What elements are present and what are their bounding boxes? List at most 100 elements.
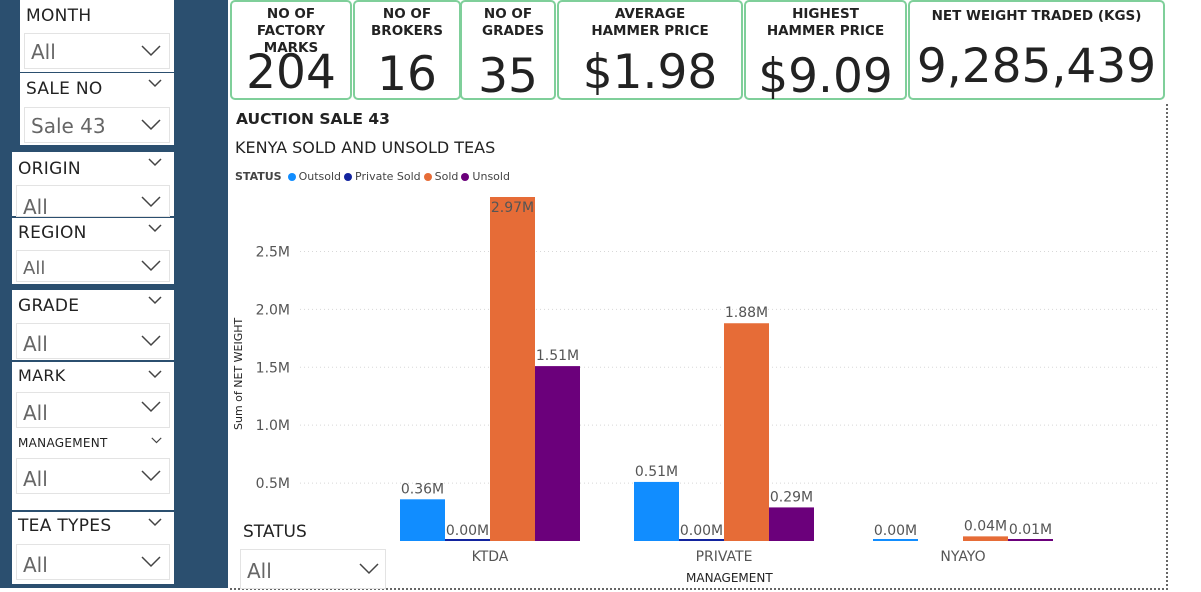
bar-outsold-private[interactable] xyxy=(634,481,679,541)
slicer-mark-title: MARK xyxy=(18,366,66,385)
bar-sold-private[interactable] xyxy=(724,323,769,541)
kpi-brokers: NO OF BROKERS 16 xyxy=(353,0,461,100)
chart-subtitle: KENYA SOLD AND UNSOLD TEAS xyxy=(235,138,496,157)
legend-label-outsold: Outsold xyxy=(298,170,342,183)
kpi-net-weight-traded-value: 9,285,439 xyxy=(916,39,1157,94)
kpi-net-weight-traded-label: NET WEIGHT TRADED (KGS) xyxy=(931,8,1142,24)
legend-dot-icon xyxy=(287,172,296,181)
kpi-factory-marks: NO OF FACTORY MARKS 204 xyxy=(230,0,352,100)
collapse-chevron-icon[interactable] xyxy=(148,518,162,528)
slicer-grade-value: All xyxy=(23,332,48,356)
x-tick-label: NYAYO xyxy=(940,549,985,565)
kpi-highest-hammer-price-value: $9.09 xyxy=(758,49,893,104)
chevron-down-icon xyxy=(141,196,161,208)
bar-sold-ktda[interactable] xyxy=(490,197,535,541)
data-label: 0.00M xyxy=(680,523,723,539)
slicer-grade: GRADE All xyxy=(12,290,174,360)
chart-panel xyxy=(230,104,1168,590)
slicer-month-title: MONTH xyxy=(26,6,92,26)
data-label: 1.88M xyxy=(725,305,768,321)
slicer-sale-no-dropdown[interactable]: Sale 43 xyxy=(24,107,170,143)
slicer-sale-no-value: Sale 43 xyxy=(31,114,106,138)
kpi-grades-value: 35 xyxy=(478,49,538,104)
collapse-chevron-icon[interactable] xyxy=(148,296,162,306)
kpi-average-hammer-price: AVERAGE HAMMER PRICE $1.98 xyxy=(557,0,743,100)
slicer-mark-dropdown[interactable]: All xyxy=(16,392,170,428)
slicer-tea-types-dropdown[interactable]: All xyxy=(16,544,170,580)
legend-item-unsold[interactable]: Unsold xyxy=(461,170,510,183)
slicer-origin-value: All xyxy=(23,195,48,217)
slicer-region-value: All xyxy=(23,258,46,279)
collapse-chevron-icon[interactable] xyxy=(148,370,162,380)
slicer-sale-no-title: SALE NO xyxy=(26,79,103,99)
legend-item-outsold[interactable]: Outsold xyxy=(287,170,342,183)
collapse-chevron-icon[interactable] xyxy=(151,437,162,445)
bar-private-sold-ktda[interactable] xyxy=(445,539,490,541)
kpi-highest-hammer-price: HIGHEST HAMMER PRICE $9.09 xyxy=(744,0,907,104)
chevron-down-icon xyxy=(359,563,379,575)
data-label: 0.00M xyxy=(446,523,489,539)
status-slicer-dropdown[interactable]: All xyxy=(240,549,386,589)
slicer-origin-title: ORIGIN xyxy=(18,159,81,179)
slicer-management-dropdown[interactable]: All xyxy=(16,458,170,494)
legend-label-sold: Sold xyxy=(434,170,459,183)
slicer-management-value: All xyxy=(23,467,48,491)
chevron-down-icon xyxy=(141,119,161,131)
chevron-down-icon xyxy=(141,45,161,57)
slicer-month-value: All xyxy=(31,40,56,64)
y-tick-label: 1.5M xyxy=(256,360,290,376)
slicer-region-dropdown[interactable]: All xyxy=(16,250,170,282)
data-label: 0.51M xyxy=(635,464,678,480)
kpi-factory-marks-value: 204 xyxy=(246,45,336,100)
y-tick-label: 0.5M xyxy=(256,476,290,492)
legend-title: STATUS xyxy=(235,170,282,183)
chevron-down-icon xyxy=(141,470,161,482)
kpi-average-hammer-price-label: AVERAGE HAMMER PRICE xyxy=(591,6,709,39)
kpi-grades-label: NO OF GRADES xyxy=(482,6,545,39)
slicer-tea-types-value: All xyxy=(23,553,48,577)
status-slicer-title: STATUS xyxy=(243,522,307,542)
slicer-origin: ORIGIN All xyxy=(12,152,174,217)
kpi-brokers-label: NO OF BROKERS xyxy=(371,6,443,39)
kpi-factory-marks-label: NO OF FACTORY MARKS xyxy=(256,6,326,56)
data-label: 2.97M xyxy=(491,200,534,216)
data-label: 1.51M xyxy=(536,348,579,364)
chevron-down-icon xyxy=(141,556,161,568)
slicer-origin-dropdown[interactable]: All xyxy=(16,185,170,217)
legend-item-sold[interactable]: Sold xyxy=(423,170,459,183)
kpi-brokers-value: 16 xyxy=(377,47,437,102)
bar-unsold-private[interactable] xyxy=(769,507,814,541)
collapse-chevron-icon[interactable] xyxy=(148,224,162,234)
legend-dot-icon xyxy=(344,172,353,181)
collapse-chevron-icon[interactable] xyxy=(148,79,162,89)
chart-title: AUCTION SALE 43 xyxy=(236,110,390,128)
legend-dot-icon xyxy=(423,172,432,181)
bar-unsold-ktda[interactable] xyxy=(535,366,580,541)
y-tick-label: 2.5M xyxy=(256,244,290,260)
slicer-month-dropdown[interactable]: All xyxy=(24,33,170,69)
bar-unsold-nyayo[interactable] xyxy=(1008,539,1053,541)
slicer-region-title: REGION xyxy=(18,223,87,243)
legend-item-private-sold[interactable]: Private Sold xyxy=(344,170,421,183)
data-label: 0.01M xyxy=(1009,522,1052,538)
chevron-down-icon xyxy=(141,401,161,413)
legend-label-unsold: Unsold xyxy=(472,170,510,183)
x-tick-label: PRIVATE xyxy=(696,549,753,565)
bar-outsold-nyayo[interactable] xyxy=(873,539,918,541)
kpi-average-hammer-price-value: $1.98 xyxy=(582,45,718,100)
legend-label-private-sold: Private Sold xyxy=(355,170,421,183)
bar-outsold-ktda[interactable] xyxy=(400,499,445,541)
collapse-chevron-icon[interactable] xyxy=(148,158,162,168)
data-label: 0.00M xyxy=(874,523,917,539)
chevron-down-icon xyxy=(141,260,161,272)
slicer-management-title: MANAGEMENT xyxy=(18,436,108,450)
slicer-grade-dropdown[interactable]: All xyxy=(16,323,170,359)
kpi-highest-hammer-price-label: HIGHEST HAMMER PRICE xyxy=(766,6,885,39)
status-slicer-value: All xyxy=(247,559,272,583)
data-label: 0.04M xyxy=(964,518,1007,534)
legend-dot-icon xyxy=(461,172,470,181)
slicer-grade-title: GRADE xyxy=(18,296,80,316)
bar-sold-nyayo[interactable] xyxy=(963,536,1008,541)
slicer-tea-types: TEA TYPES All xyxy=(12,512,174,584)
bar-private-sold-private[interactable] xyxy=(679,539,724,541)
